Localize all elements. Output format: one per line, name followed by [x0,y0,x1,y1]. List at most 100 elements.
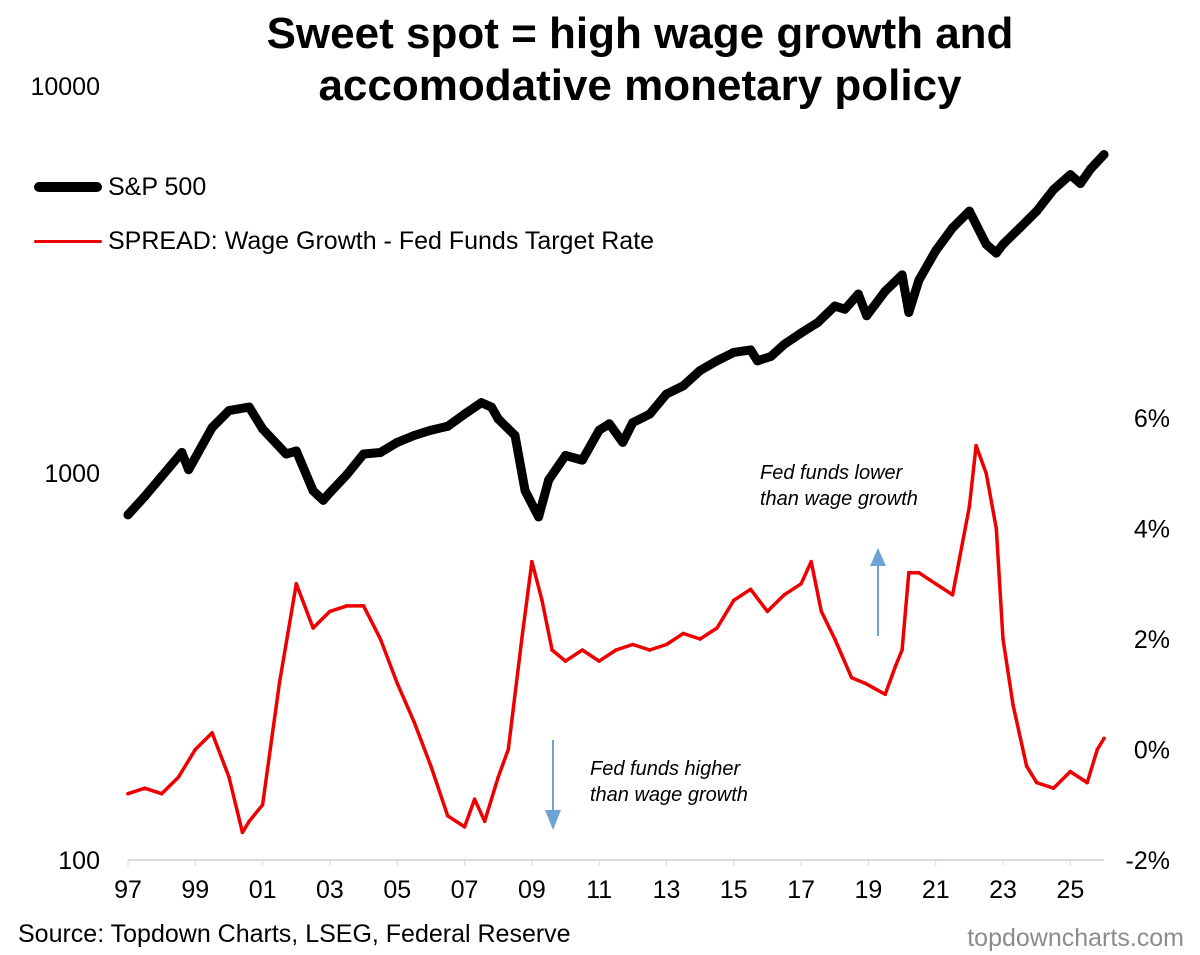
spread-point [294,581,299,586]
right-tick-label: 2% [1134,626,1170,654]
sp500-swatch-icon [34,182,102,192]
annotation-lower-line-2: than wage growth [590,784,748,806]
spread-point [950,593,955,597]
spread-point [496,775,501,779]
sp500-point [1086,164,1096,174]
sp500-point [712,356,722,366]
sp500-point [258,424,268,434]
spread-point [530,559,534,564]
legend-label-sp500: S&P 500 [108,172,207,201]
spread-point [748,587,753,592]
spread-point [227,775,231,779]
spread-point [550,648,554,652]
spread-point [506,747,511,752]
sp500-point [207,423,217,433]
spread-point [193,747,198,752]
sp500-point [534,512,544,522]
spread-point [519,637,524,641]
sp500-point [177,447,187,457]
x-tick-label: 97 [114,876,142,904]
watermark: topdowncharts.com [967,924,1184,952]
annotation-lower-line-1: Fed funds higher [590,758,741,780]
spread-point [395,681,400,685]
spread-point [597,659,601,663]
sp500-point [520,486,530,496]
x-tick-label: 19 [855,876,883,904]
spread-point [664,642,669,647]
sp500-point [409,430,419,440]
spread-point [1001,637,1005,641]
spread-point [917,570,921,575]
right-tick-label: 4% [1134,516,1170,544]
x-tick-label: 09 [518,876,546,904]
legend-item-sp500: S&P 500 [34,170,654,204]
left-tick-label: 100 [58,847,100,875]
sp500-point [964,206,974,216]
spread-point [819,609,824,614]
x-tick-label: 03 [316,876,344,904]
sp500-point [746,345,756,355]
annotation-upper-line-1: Fed funds lower [760,462,903,484]
spread-line [126,443,1106,835]
annotation-fed-funds-higher: Fed funds higher than wage growth [590,756,748,808]
sp500-point [628,418,638,428]
spread-point [765,609,770,614]
spread-point [445,814,450,818]
spread-point [698,637,702,641]
spread-point [462,825,467,829]
sp500-point [840,304,850,314]
sp500-point [1065,170,1075,180]
sp500-point [904,307,914,317]
sp500-point [862,311,872,321]
right-tick-label: 6% [1134,405,1170,433]
spread-point [210,731,214,735]
spread-point [361,604,366,608]
spread-point [159,791,164,796]
spread-point [681,631,686,636]
x-tick-label: 99 [181,876,209,904]
annotation-upper-line-2: than wage growth [760,488,918,510]
spread-point [832,637,837,641]
sp500-point [577,455,587,465]
spread-point [647,648,652,652]
sp500-point [476,398,486,408]
spread-point [1051,786,1056,790]
spread-point [893,664,898,669]
x-tick-label: 23 [989,876,1017,904]
spread-point [1102,736,1106,741]
spread-point [1034,780,1039,785]
legend-label-spread: SPREAD: Wage Growth - Fed Funds Target R… [108,226,655,255]
spread-point [311,626,315,630]
spread-point [883,692,888,697]
spread-point [631,642,635,647]
spread-point [974,443,978,448]
sp500-point [604,419,614,429]
left-axis-ticks: 10000 1000 100 [30,73,100,875]
spread-point [472,797,477,802]
spread-point [907,570,911,575]
left-tick-label: 10000 [30,73,100,101]
sp500-point [342,470,352,480]
spread-point [984,471,989,476]
spread-point [1024,764,1029,768]
spread-point [849,675,854,680]
sp500-point [1015,223,1025,233]
spread-point [482,819,487,824]
sp500-point [460,409,470,419]
sp500-point [594,425,604,435]
sp500-point [752,356,762,366]
sp500-point [678,381,688,391]
sp500-point [766,352,776,362]
sp500-point [325,488,335,498]
sp500-point [1099,150,1109,160]
sp500-point [931,246,941,256]
sp500-point [443,421,453,431]
sp500-point [291,446,301,456]
spread-point [715,626,719,630]
annotation-fed-funds-lower: Fed funds lower than wage growth [760,460,918,512]
spread-point [809,559,813,564]
sp500-point [981,239,991,249]
spread-point [540,598,544,603]
sp500-point [645,409,655,419]
